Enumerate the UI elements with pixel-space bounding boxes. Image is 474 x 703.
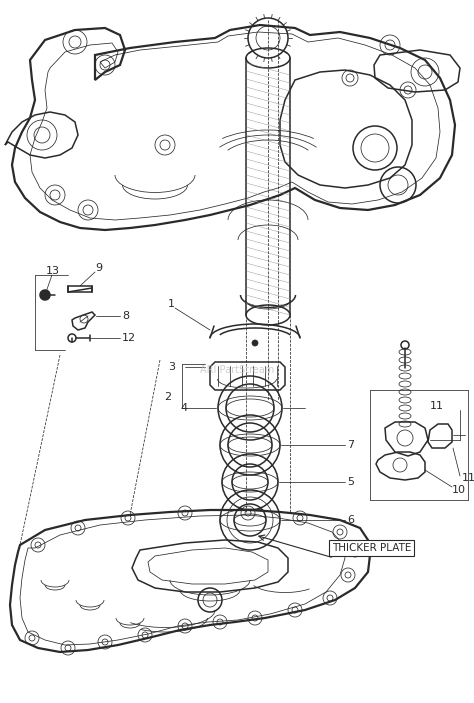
Text: 8: 8	[122, 311, 129, 321]
Text: ARI PartStream: ARI PartStream	[200, 365, 274, 375]
Text: 11: 11	[462, 473, 474, 483]
Text: 4: 4	[180, 403, 187, 413]
Text: THICKER PLATE: THICKER PLATE	[332, 543, 411, 553]
Text: 7: 7	[347, 440, 354, 450]
Text: 1: 1	[168, 299, 175, 309]
Circle shape	[252, 340, 258, 346]
Text: 3: 3	[168, 362, 175, 372]
Circle shape	[40, 290, 50, 300]
Text: 5: 5	[347, 477, 354, 487]
Text: 12: 12	[122, 333, 136, 343]
Text: 13: 13	[46, 266, 60, 276]
Text: 11: 11	[430, 401, 444, 411]
Text: 10: 10	[452, 485, 466, 495]
Text: 6: 6	[347, 515, 354, 525]
Text: 9: 9	[95, 263, 102, 273]
Text: 2: 2	[164, 392, 171, 402]
Bar	[68, 286, 92, 292]
